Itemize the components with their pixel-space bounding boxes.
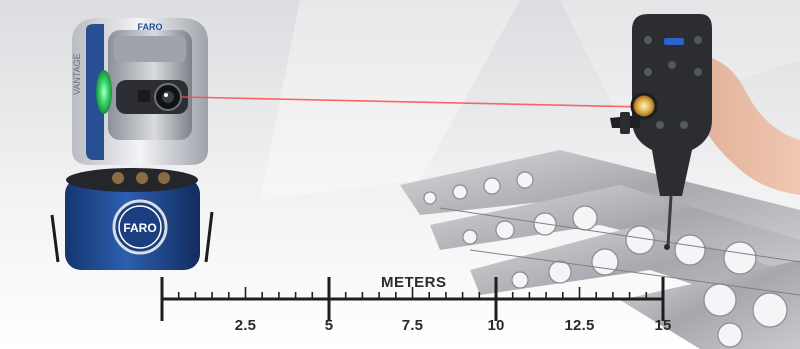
aluminum-ribs [400,150,800,349]
laser-beam [181,96,646,108]
head-logo: FARO [137,22,162,32]
product-name-label: VANTAGE [72,53,82,95]
scale-tick-label: 7.5 [401,317,424,334]
status-light [96,70,112,114]
scale-tick-label: 2.5 [234,317,257,334]
scale-tick-label: 10 [487,317,505,334]
scale-tick-label: 12.5 [564,317,595,334]
base-logo: FARO [123,221,156,235]
handheld-probe [610,14,800,250]
scale-tick-label: 5 [324,317,334,334]
scale-tick-label: 15 [654,317,672,334]
laser-tracker: FARO VANTAGE FARO [50,18,214,270]
scale-title: METERS [381,274,447,291]
